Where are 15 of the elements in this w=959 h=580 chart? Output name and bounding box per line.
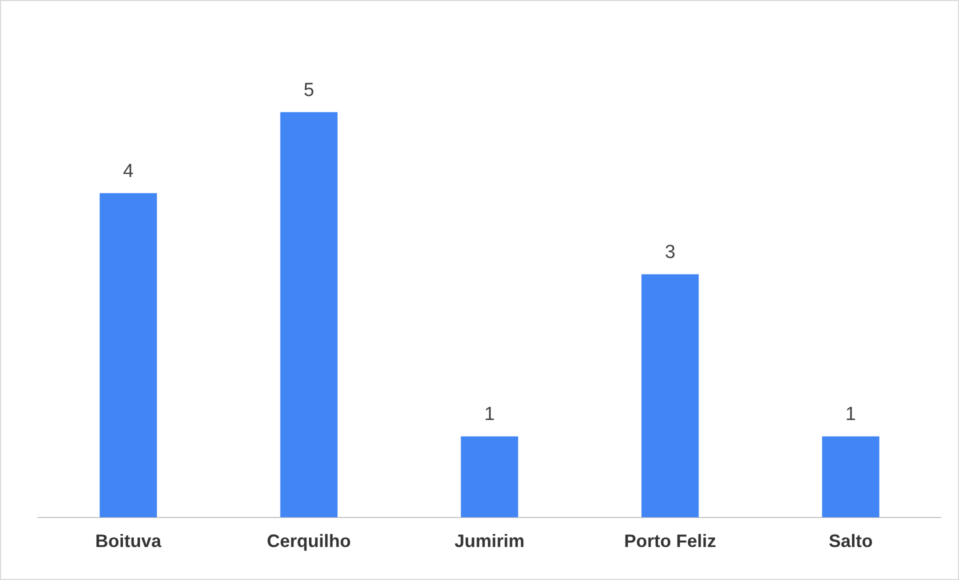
data-label: 5 (304, 80, 314, 101)
data-label: 4 (123, 160, 134, 182)
x-tick-label: Porto Feliz (624, 531, 716, 552)
x-tick-label: Boituva (95, 531, 162, 552)
x-tick-label: Cerquilho (266, 531, 351, 552)
x-tick-label: Salto (828, 531, 873, 552)
data-label: 1 (484, 404, 495, 426)
bar (100, 193, 157, 518)
x-tick-label: Jumirim (454, 531, 525, 552)
data-label: 1 (845, 404, 856, 426)
bar (460, 436, 518, 518)
bar (822, 436, 880, 518)
bar (280, 112, 338, 518)
data-label: 3 (664, 242, 676, 263)
bar (641, 274, 699, 518)
